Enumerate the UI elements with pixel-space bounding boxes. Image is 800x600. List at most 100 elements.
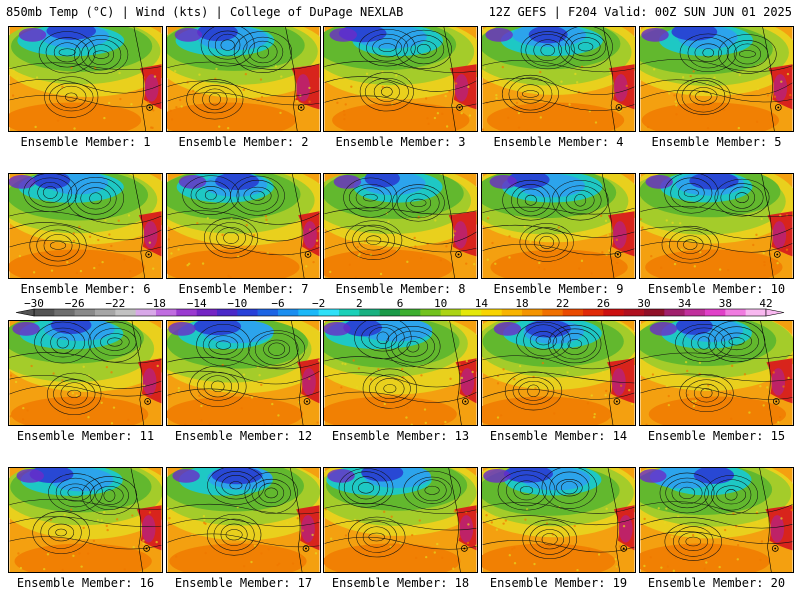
colorbar-tick-label: 22 <box>556 297 569 310</box>
colorbar-segment <box>745 309 767 316</box>
ensemble-panel: Ensemble Member: 1 <box>8 26 163 149</box>
colorbar-segment <box>237 309 258 316</box>
colorbar-tick-label: −26 <box>65 297 85 310</box>
ensemble-map <box>8 26 163 132</box>
ensemble-panel: Ensemble Member: 14 <box>481 320 636 443</box>
colorbar-tick-label: −2 <box>312 297 325 310</box>
colorbar-tick-label: 26 <box>597 297 610 310</box>
colorbar-segment <box>501 309 523 316</box>
colorbar-segment <box>684 309 706 316</box>
ensemble-member-label: Ensemble Member: 7 <box>178 282 309 296</box>
colorbar-segment <box>34 309 55 316</box>
ensemble-panel: Ensemble Member: 20 <box>639 467 794 590</box>
ensemble-map <box>166 26 321 132</box>
colorbar-segment <box>623 309 645 316</box>
colorbar-tick-label: 34 <box>678 297 692 310</box>
colorbar-segment <box>664 309 685 316</box>
temperature-colorbar: −30 −26 −22 −18 −14 −10 −6 −2 2 6 10 14 18 22 26 30 34 38… <box>15 297 785 317</box>
ensemble-panel: Ensemble Member: 16 <box>8 467 163 590</box>
colorbar-segment <box>379 309 401 316</box>
ensemble-member-label: Ensemble Member: 12 <box>174 429 313 443</box>
ensemble-member-label: Ensemble Member: 16 <box>16 576 155 590</box>
ensemble-map <box>639 26 794 132</box>
colorbar-segment <box>603 309 624 316</box>
colorbar-tick-label: −6 <box>271 297 284 310</box>
colorbar-segment <box>400 309 421 316</box>
ensemble-member-label: Ensemble Member: 2 <box>178 135 309 149</box>
ensemble-map <box>166 467 321 573</box>
colorbar-segment <box>176 309 197 316</box>
colorbar-max-arrow <box>765 308 785 317</box>
ensemble-map <box>323 467 478 573</box>
colorbar-segment <box>135 309 157 316</box>
ensemble-map <box>166 173 321 279</box>
colorbar-tick-label: −30 <box>24 297 44 310</box>
ensemble-member-label: Ensemble Member: 3 <box>335 135 466 149</box>
ensemble-map <box>323 173 478 279</box>
colorbar-segment <box>217 309 238 316</box>
colorbar-tick-label: −18 <box>146 297 166 310</box>
colorbar-segment <box>298 309 319 316</box>
ensemble-map <box>323 320 478 426</box>
ensemble-panel: Ensemble Member: 19 <box>481 467 636 590</box>
colorbar-tick-label: 2 <box>356 297 363 310</box>
ensemble-member-label: Ensemble Member: 19 <box>489 576 628 590</box>
colorbar-segment <box>522 309 543 316</box>
colorbar-tick-label: 18 <box>515 297 528 310</box>
ensemble-member-label: Ensemble Member: 17 <box>174 576 313 590</box>
ensemble-map <box>639 467 794 573</box>
ensemble-member-label: Ensemble Member: 8 <box>335 282 466 296</box>
colorbar-segment <box>359 309 380 316</box>
ensemble-map <box>8 467 163 573</box>
colorbar-segment <box>644 309 665 316</box>
ensemble-member-label: Ensemble Member: 15 <box>647 429 786 443</box>
colorbar-tick-label: 30 <box>637 297 650 310</box>
ensemble-panel: Ensemble Member: 10 <box>639 173 794 296</box>
ensemble-map <box>8 320 163 426</box>
model-run-info: 12Z GEFS | F204 Valid: 00Z SUN JUN 01 20… <box>488 5 792 19</box>
ensemble-panel: Ensemble Member: 8 <box>323 173 478 296</box>
ensemble-map <box>8 173 163 279</box>
ensemble-map <box>481 320 636 426</box>
ensemble-member-label: Ensemble Member: 20 <box>647 576 786 590</box>
colorbar-tick-label: −22 <box>105 297 125 310</box>
ensemble-member-label: Ensemble Member: 10 <box>647 282 786 296</box>
colorbar-segment <box>725 309 746 316</box>
colorbar-segment <box>95 309 116 316</box>
colorbar-segment <box>705 309 726 316</box>
colorbar-segment <box>318 309 340 316</box>
ensemble-map <box>481 467 636 573</box>
ensemble-map <box>481 26 636 132</box>
ensemble-member-label: Ensemble Member: 11 <box>16 429 155 443</box>
colorbar-segment <box>196 309 218 316</box>
ensemble-map <box>481 173 636 279</box>
colorbar-segment <box>420 309 441 316</box>
ensemble-panel: Ensemble Member: 11 <box>8 320 163 443</box>
ensemble-panel: Ensemble Member: 4 <box>481 26 636 149</box>
ensemble-panel: Ensemble Member: 3 <box>323 26 478 149</box>
colorbar-tick-label: 42 <box>759 297 772 310</box>
colorbar-segment <box>257 309 279 316</box>
ensemble-panel: Ensemble Member: 13 <box>323 320 478 443</box>
colorbar-segment <box>74 309 96 316</box>
ensemble-panel: Ensemble Member: 17 <box>166 467 321 590</box>
ensemble-panel: Ensemble Member: 5 <box>639 26 794 149</box>
colorbar-tick-label: −10 <box>227 297 247 310</box>
ensemble-panel: Ensemble Member: 15 <box>639 320 794 443</box>
colorbar-segment <box>54 309 75 316</box>
ensemble-map <box>323 26 478 132</box>
ensemble-map <box>639 173 794 279</box>
ensemble-panel: Ensemble Member: 2 <box>166 26 321 149</box>
colorbar-tick-label: 38 <box>719 297 732 310</box>
ensemble-member-label: Ensemble Member: 9 <box>493 282 624 296</box>
ensemble-member-label: Ensemble Member: 14 <box>489 429 628 443</box>
ensemble-map <box>639 320 794 426</box>
colorbar-segment <box>562 309 584 316</box>
colorbar-tick-label: 14 <box>475 297 489 310</box>
ensemble-member-label: Ensemble Member: 4 <box>493 135 624 149</box>
colorbar-segment <box>461 309 482 316</box>
ensemble-member-label: Ensemble Member: 1 <box>20 135 151 149</box>
ensemble-member-label: Ensemble Member: 5 <box>651 135 782 149</box>
ensemble-panel: Ensemble Member: 12 <box>166 320 321 443</box>
ensemble-panel: Ensemble Member: 18 <box>323 467 478 590</box>
